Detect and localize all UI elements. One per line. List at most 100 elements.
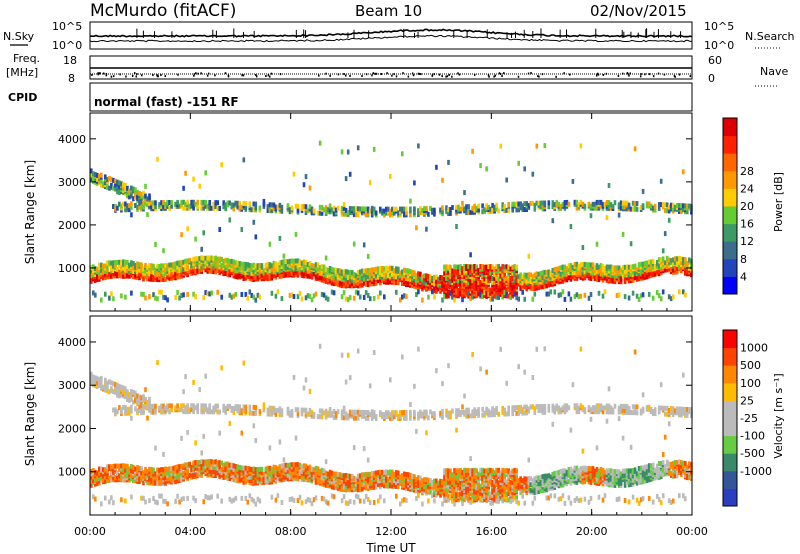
power-cell xyxy=(431,207,434,213)
velocity-cell xyxy=(354,477,358,482)
power-cell xyxy=(224,263,227,269)
power-cell xyxy=(595,241,599,247)
power-cell xyxy=(140,262,143,268)
power-cell xyxy=(515,295,518,301)
power-cell xyxy=(559,292,563,298)
power-cell xyxy=(102,263,105,269)
power-cell xyxy=(364,290,368,296)
velocity-cell xyxy=(240,477,244,483)
velocity-cell xyxy=(114,389,117,395)
power-cell xyxy=(318,204,322,210)
velocity-cell xyxy=(381,412,384,418)
power-cell xyxy=(601,264,605,270)
power-cell xyxy=(473,207,476,213)
velocity-cell xyxy=(284,474,288,480)
power-cell xyxy=(130,193,133,199)
velocity-cell xyxy=(210,409,213,415)
power-cell xyxy=(667,204,671,210)
power-cell xyxy=(152,263,155,269)
velocity-cell xyxy=(130,494,133,500)
velocity-cell xyxy=(118,463,121,469)
velocity-cell xyxy=(298,494,302,500)
velocity-cell xyxy=(348,499,352,505)
velocity-cell xyxy=(228,420,232,426)
velocity-cell xyxy=(126,472,129,478)
velocity-cell xyxy=(322,410,326,416)
power-cell xyxy=(156,156,159,162)
velocity-cell xyxy=(306,465,310,471)
velocity-cell xyxy=(385,414,388,420)
power-cell xyxy=(270,273,274,279)
power-cell xyxy=(423,280,426,286)
velocity-cell xyxy=(204,403,207,409)
power-cell xyxy=(507,264,510,270)
power-cell xyxy=(387,277,390,283)
power-cell xyxy=(663,260,667,266)
power-cell xyxy=(110,291,113,297)
velocity-cell xyxy=(338,484,342,490)
velocity-cell xyxy=(162,498,165,504)
velocity-cell xyxy=(445,472,448,478)
velocity-cell xyxy=(443,491,446,497)
power-cell xyxy=(397,274,400,280)
velocity-cell xyxy=(212,405,215,411)
power-cell xyxy=(164,267,167,273)
power-cell xyxy=(344,176,348,182)
power-cell xyxy=(232,259,236,265)
power-cell xyxy=(228,292,232,298)
power-cell xyxy=(136,261,139,267)
power-cell xyxy=(473,203,476,209)
velocity-cell xyxy=(238,404,242,410)
velocity-cell xyxy=(194,405,197,411)
power-cell xyxy=(100,182,103,188)
power-cell xyxy=(491,264,494,270)
power-cell xyxy=(603,201,607,207)
power-cell xyxy=(447,159,450,165)
power-cell xyxy=(140,204,143,210)
power-cell xyxy=(114,203,117,209)
velocity-cell xyxy=(304,467,308,473)
power-cell xyxy=(593,268,597,274)
power-cell xyxy=(334,267,338,273)
velocity-cell xyxy=(106,464,109,470)
velocity-cell xyxy=(94,496,97,502)
power-cell xyxy=(92,264,95,270)
velocity-cell xyxy=(172,465,175,471)
power-cell xyxy=(220,263,223,269)
velocity-cell xyxy=(160,477,163,483)
velocity-cell xyxy=(326,410,330,416)
velocity-cell xyxy=(246,499,250,505)
power-cell xyxy=(154,200,157,206)
power-cell xyxy=(523,201,526,207)
power-cell xyxy=(457,288,460,293)
power-cell xyxy=(433,286,436,292)
velocity-cell xyxy=(445,487,448,493)
power-cell xyxy=(559,265,563,271)
power-cell xyxy=(521,274,524,280)
velocity-cell xyxy=(409,409,412,415)
velocity-cell xyxy=(366,457,370,463)
velocity-cell xyxy=(102,473,105,479)
velocity-cell xyxy=(290,466,294,472)
velocity-cell xyxy=(300,500,304,506)
power-cell xyxy=(393,268,396,274)
velocity-cell xyxy=(104,383,107,389)
power-cell xyxy=(499,143,502,149)
velocity-cell xyxy=(411,473,414,479)
velocity-cell xyxy=(431,411,434,417)
velocity-cell xyxy=(441,412,444,418)
velocity-cell xyxy=(186,403,189,409)
power-cell xyxy=(262,198,266,204)
power-cell xyxy=(158,202,161,208)
velocity-cell xyxy=(142,470,145,476)
power-cell xyxy=(579,199,583,205)
power-cell xyxy=(621,204,625,210)
power-cell xyxy=(623,204,627,210)
velocity-cell xyxy=(346,352,350,358)
power-cell xyxy=(200,255,203,261)
velocity-cell xyxy=(132,464,135,470)
power-cell xyxy=(461,297,464,303)
power-cell xyxy=(655,263,659,269)
velocity-cell xyxy=(292,466,296,472)
velocity-cell xyxy=(409,415,412,421)
